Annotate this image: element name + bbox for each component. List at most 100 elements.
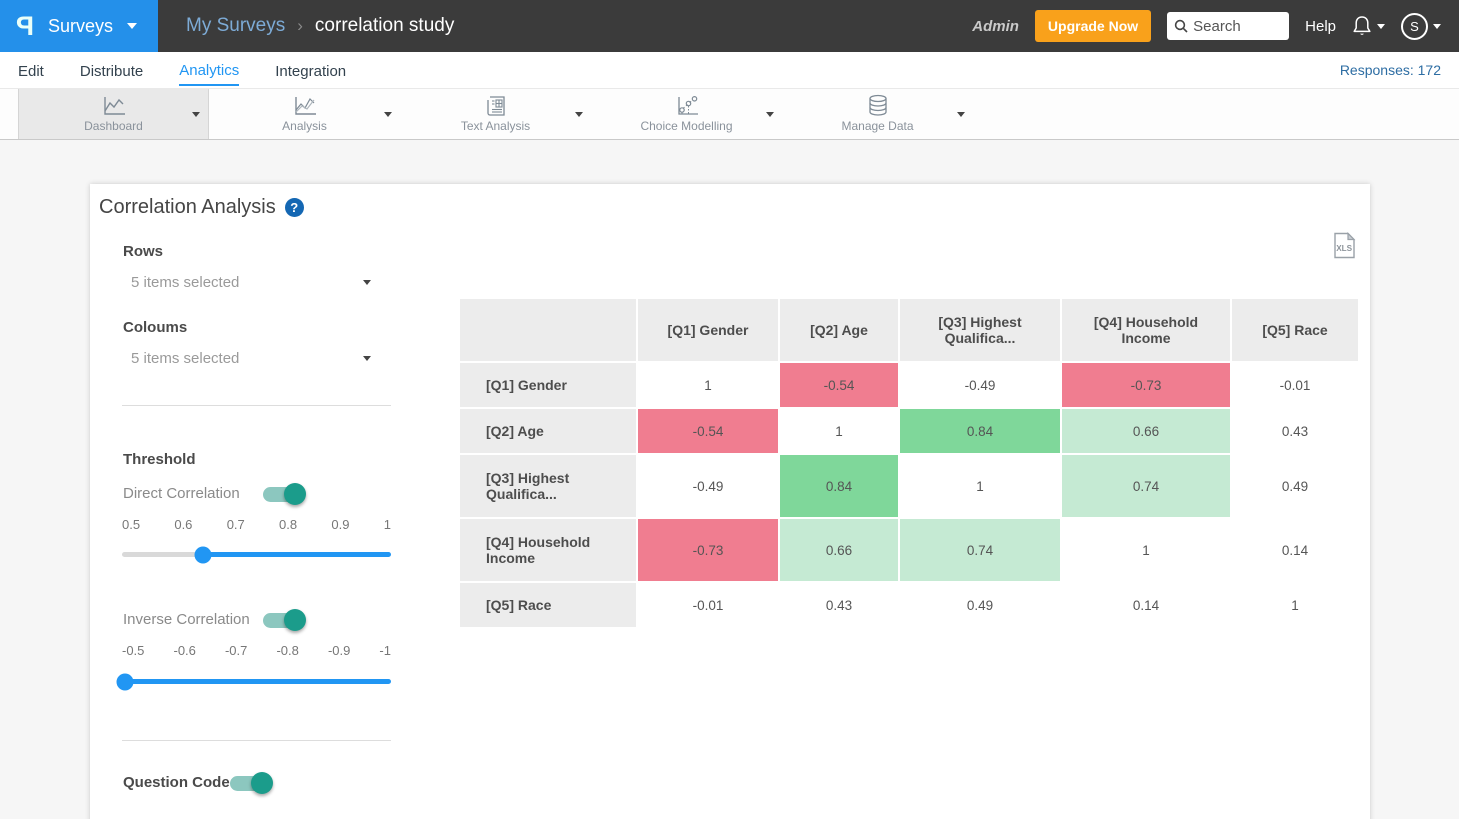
tick-label: 0.7 bbox=[227, 517, 245, 532]
toolbar-item-label: Analysis bbox=[282, 119, 327, 133]
matrix-cell: 1 bbox=[900, 455, 1060, 517]
matrix-cell: -0.73 bbox=[1062, 363, 1230, 407]
question-mark-icon[interactable]: ? bbox=[285, 198, 304, 217]
inverse-correlation-toggle[interactable] bbox=[263, 613, 303, 628]
tick-label: -1 bbox=[379, 643, 391, 658]
chevron-down-icon[interactable] bbox=[192, 112, 200, 117]
tick-label: -0.7 bbox=[225, 643, 247, 658]
avatar: S bbox=[1401, 13, 1428, 40]
chevron-down-icon[interactable] bbox=[384, 112, 392, 117]
chevron-down-icon bbox=[1433, 24, 1441, 29]
toolbar-item-manage-data[interactable]: Manage Data bbox=[782, 89, 973, 139]
tick-label: -0.6 bbox=[173, 643, 195, 658]
xls-file-icon: XLS bbox=[1333, 232, 1356, 259]
matrix-col-header: [Q3] Highest Qualifica... bbox=[900, 299, 1060, 361]
multi-line-chart-icon bbox=[292, 95, 318, 117]
surveys-menu-label: Surveys bbox=[48, 16, 113, 37]
toolbar-item-choice-modelling[interactable]: Choice Modelling bbox=[591, 89, 782, 139]
direct-correlation-toggle[interactable] bbox=[263, 487, 303, 502]
tick-label: 0.6 bbox=[174, 517, 192, 532]
account-menu[interactable]: S bbox=[1401, 13, 1441, 40]
matrix-row: [Q4] Household Income -0.73 0.66 0.74 1 … bbox=[460, 519, 1358, 581]
upgrade-now-button[interactable]: Upgrade Now bbox=[1035, 10, 1151, 42]
matrix-row-header: [Q4] Household Income bbox=[460, 519, 636, 581]
toolbar-item-label: Manage Data bbox=[841, 119, 913, 133]
tick-label: -0.5 bbox=[122, 643, 144, 658]
scatter-chart-icon bbox=[674, 95, 700, 117]
line-chart-icon bbox=[101, 95, 127, 117]
surveys-menu[interactable]: P Surveys bbox=[0, 0, 158, 52]
toolbar-item-analysis[interactable]: Analysis bbox=[209, 89, 400, 139]
breadcrumb-my-surveys[interactable]: My Surveys bbox=[186, 15, 285, 37]
matrix-cell: 0.43 bbox=[780, 583, 898, 627]
breadcrumb: My Surveys › correlation study bbox=[158, 0, 454, 52]
chevron-down-icon[interactable] bbox=[575, 112, 583, 117]
matrix-cell: 1 bbox=[780, 409, 898, 453]
matrix-row-header: [Q3] Highest Qualifica... bbox=[460, 455, 636, 517]
matrix-header-row: [Q1] Gender [Q2] Age [Q3] Highest Qualif… bbox=[460, 299, 1358, 361]
toolbar-item-label: Dashboard bbox=[84, 119, 143, 133]
direct-correlation-label: Direct Correlation bbox=[123, 485, 240, 502]
chevron-down-icon[interactable] bbox=[957, 112, 965, 117]
tab-integration[interactable]: Integration bbox=[275, 55, 346, 85]
matrix-cell: -0.01 bbox=[638, 583, 778, 627]
rows-select-value: 5 items selected bbox=[131, 274, 239, 291]
divider bbox=[122, 405, 391, 406]
chevron-down-icon bbox=[363, 356, 371, 361]
help-link[interactable]: Help bbox=[1305, 18, 1336, 35]
breadcrumb-separator-icon: › bbox=[297, 16, 303, 36]
tab-edit[interactable]: Edit bbox=[18, 55, 44, 85]
direct-threshold-scale: 0.5 0.6 0.7 0.8 0.9 1 bbox=[122, 517, 391, 532]
matrix-row-header: [Q1] Gender bbox=[460, 363, 636, 407]
chevron-down-icon bbox=[363, 280, 371, 285]
matrix-row-header: [Q5] Race bbox=[460, 583, 636, 627]
matrix-cell: 0.43 bbox=[1232, 409, 1358, 453]
export-xls-button[interactable]: XLS bbox=[1333, 232, 1356, 259]
matrix-cell: 0.66 bbox=[1062, 409, 1230, 453]
inverse-threshold-slider[interactable] bbox=[122, 679, 391, 684]
correlation-matrix: [Q1] Gender [Q2] Age [Q3] Highest Qualif… bbox=[458, 297, 1360, 629]
matrix-row: [Q3] Highest Qualifica... -0.49 0.84 1 0… bbox=[460, 455, 1358, 517]
breadcrumb-current-survey: correlation study bbox=[315, 15, 454, 37]
top-header: P Surveys My Surveys › correlation study… bbox=[0, 0, 1459, 52]
analytics-toolbar: Dashboard Analysis bbox=[0, 89, 1459, 140]
matrix-cell: 0.84 bbox=[780, 455, 898, 517]
search-box[interactable] bbox=[1167, 12, 1289, 40]
matrix-cell: 0.84 bbox=[900, 409, 1060, 453]
matrix-cell: 0.14 bbox=[1232, 519, 1358, 581]
matrix-cell: -0.73 bbox=[638, 519, 778, 581]
chevron-down-icon bbox=[1377, 24, 1385, 29]
inverse-correlation-label: Inverse Correlation bbox=[123, 611, 250, 628]
columns-select[interactable]: 5 items selected bbox=[122, 350, 391, 367]
rows-select[interactable]: 5 items selected bbox=[122, 274, 391, 291]
toolbar-item-label: Choice Modelling bbox=[640, 119, 732, 133]
slider-handle[interactable] bbox=[194, 546, 211, 563]
toolbar-item-text-analysis[interactable]: Text Analysis bbox=[400, 89, 591, 139]
slider-handle[interactable] bbox=[116, 673, 133, 690]
toggle-knob bbox=[284, 609, 306, 631]
question-code-toggle[interactable] bbox=[230, 776, 270, 791]
matrix-col-header: [Q5] Race bbox=[1232, 299, 1358, 361]
tab-analytics[interactable]: Analytics bbox=[179, 54, 239, 86]
tick-label: 0.9 bbox=[331, 517, 349, 532]
tab-distribute[interactable]: Distribute bbox=[80, 55, 143, 85]
matrix-row: [Q5] Race -0.01 0.43 0.49 0.14 1 bbox=[460, 583, 1358, 627]
matrix-row: [Q1] Gender 1 -0.54 -0.49 -0.73 -0.01 bbox=[460, 363, 1358, 407]
news-document-icon bbox=[485, 95, 507, 117]
direct-threshold-slider[interactable] bbox=[122, 552, 391, 557]
notifications-menu[interactable] bbox=[1352, 15, 1385, 37]
matrix-cell: 1 bbox=[1232, 583, 1358, 627]
toolbar-item-dashboard[interactable]: Dashboard bbox=[18, 89, 209, 139]
xls-label: XLS bbox=[1336, 244, 1352, 253]
toggle-knob bbox=[251, 772, 273, 794]
matrix-cell: -0.01 bbox=[1232, 363, 1358, 407]
matrix-corner-cell bbox=[460, 299, 636, 361]
matrix-col-header: [Q4] Household Income bbox=[1062, 299, 1230, 361]
inverse-threshold-scale: -0.5 -0.6 -0.7 -0.8 -0.9 -1 bbox=[122, 643, 391, 658]
search-input[interactable] bbox=[1193, 18, 1279, 35]
matrix-cell: 0.14 bbox=[1062, 583, 1230, 627]
search-icon bbox=[1174, 19, 1188, 33]
chevron-down-icon bbox=[127, 23, 137, 29]
database-icon bbox=[866, 95, 890, 117]
chevron-down-icon[interactable] bbox=[766, 112, 774, 117]
